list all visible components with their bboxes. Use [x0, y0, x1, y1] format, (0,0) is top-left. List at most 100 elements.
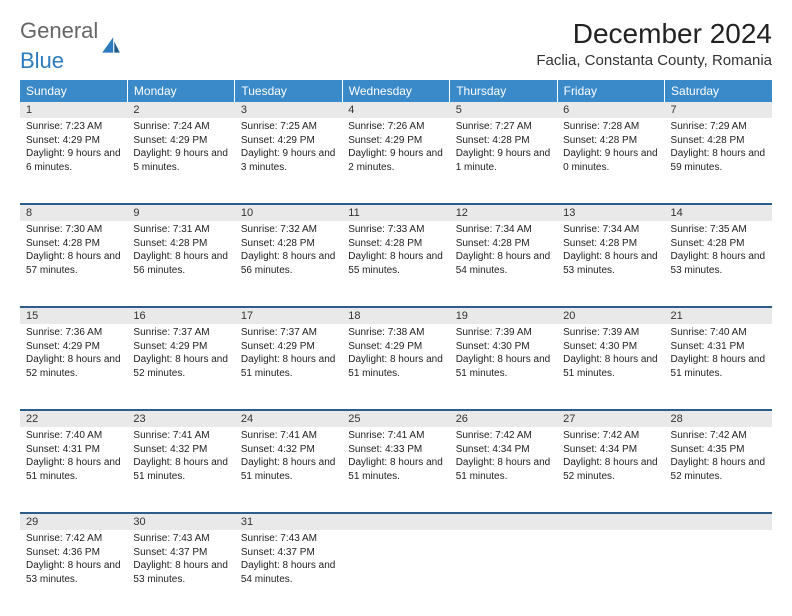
day-cell: Sunrise: 7:31 AMSunset: 4:28 PMDaylight:…: [127, 221, 234, 307]
sunset-text: Sunset: 4:34 PM: [563, 443, 658, 457]
day-cell: Sunrise: 7:25 AMSunset: 4:29 PMDaylight:…: [235, 118, 342, 204]
sunrise-text: Sunrise: 7:24 AM: [133, 120, 228, 134]
day-cell: Sunrise: 7:39 AMSunset: 4:30 PMDaylight:…: [557, 324, 664, 410]
daylight-text: Daylight: 8 hours and 51 minutes.: [241, 353, 336, 380]
sunset-text: Sunset: 4:29 PM: [348, 134, 443, 148]
sunset-text: Sunset: 4:28 PM: [563, 237, 658, 251]
sunset-text: Sunset: 4:35 PM: [671, 443, 766, 457]
day-number: 18: [342, 307, 449, 324]
day-cell: Sunrise: 7:29 AMSunset: 4:28 PMDaylight:…: [665, 118, 772, 204]
sunset-text: Sunset: 4:29 PM: [26, 134, 121, 148]
day-number: 31: [235, 513, 342, 530]
day-number: 6: [557, 102, 664, 118]
sunset-text: Sunset: 4:28 PM: [671, 237, 766, 251]
day-cell: Sunrise: 7:42 AMSunset: 4:34 PMDaylight:…: [450, 427, 557, 513]
sunrise-text: Sunrise: 7:41 AM: [133, 429, 228, 443]
sunset-text: Sunset: 4:37 PM: [133, 546, 228, 560]
daylight-text: Daylight: 8 hours and 51 minutes.: [671, 353, 766, 380]
day-number: 10: [235, 204, 342, 221]
day-cell: Sunrise: 7:26 AMSunset: 4:29 PMDaylight:…: [342, 118, 449, 204]
sunset-text: Sunset: 4:36 PM: [26, 546, 121, 560]
daylight-text: Daylight: 8 hours and 51 minutes.: [456, 353, 551, 380]
sunset-text: Sunset: 4:28 PM: [456, 134, 551, 148]
daylight-text: Daylight: 8 hours and 51 minutes.: [26, 456, 121, 483]
daylight-text: Daylight: 9 hours and 2 minutes.: [348, 147, 443, 174]
daylight-text: Daylight: 9 hours and 1 minute.: [456, 147, 551, 174]
daylight-text: Daylight: 8 hours and 51 minutes.: [348, 353, 443, 380]
daylight-text: Daylight: 8 hours and 52 minutes.: [133, 353, 228, 380]
location-text: Faclia, Constanta County, Romania: [536, 52, 772, 69]
day-cell: Sunrise: 7:42 AMSunset: 4:35 PMDaylight:…: [665, 427, 772, 513]
daylight-text: Daylight: 8 hours and 52 minutes.: [671, 456, 766, 483]
sunset-text: Sunset: 4:28 PM: [348, 237, 443, 251]
sunset-text: Sunset: 4:29 PM: [241, 134, 336, 148]
day-cell: Sunrise: 7:38 AMSunset: 4:29 PMDaylight:…: [342, 324, 449, 410]
day-number: 24: [235, 410, 342, 427]
sunrise-text: Sunrise: 7:40 AM: [26, 429, 121, 443]
day-content-row: Sunrise: 7:40 AMSunset: 4:31 PMDaylight:…: [20, 427, 772, 513]
brand-part1: General: [20, 18, 98, 43]
daylight-text: Daylight: 8 hours and 51 minutes.: [563, 353, 658, 380]
day-cell: Sunrise: 7:40 AMSunset: 4:31 PMDaylight:…: [20, 427, 127, 513]
sunset-text: Sunset: 4:32 PM: [241, 443, 336, 457]
day-number-row: 15161718192021: [20, 307, 772, 324]
day-number: 27: [557, 410, 664, 427]
sunrise-text: Sunrise: 7:31 AM: [133, 223, 228, 237]
sunrise-text: Sunrise: 7:42 AM: [456, 429, 551, 443]
day-cell: [342, 530, 449, 616]
day-number: 3: [235, 102, 342, 118]
sunrise-text: Sunrise: 7:40 AM: [671, 326, 766, 340]
day-number: [665, 513, 772, 530]
day-cell: Sunrise: 7:37 AMSunset: 4:29 PMDaylight:…: [235, 324, 342, 410]
sunset-text: Sunset: 4:29 PM: [133, 134, 228, 148]
day-number: 8: [20, 204, 127, 221]
sunset-text: Sunset: 4:28 PM: [26, 237, 121, 251]
day-number: 17: [235, 307, 342, 324]
sunset-text: Sunset: 4:28 PM: [133, 237, 228, 251]
day-cell: Sunrise: 7:41 AMSunset: 4:32 PMDaylight:…: [127, 427, 234, 513]
sunrise-text: Sunrise: 7:32 AM: [241, 223, 336, 237]
day-number: 12: [450, 204, 557, 221]
day-cell: [665, 530, 772, 616]
day-number: 11: [342, 204, 449, 221]
daylight-text: Daylight: 8 hours and 56 minutes.: [133, 250, 228, 277]
brand-logo: General Blue: [20, 18, 122, 74]
day-cell: Sunrise: 7:36 AMSunset: 4:29 PMDaylight:…: [20, 324, 127, 410]
daylight-text: Daylight: 9 hours and 6 minutes.: [26, 147, 121, 174]
day-cell: Sunrise: 7:42 AMSunset: 4:34 PMDaylight:…: [557, 427, 664, 513]
logo-sail-icon: [100, 35, 122, 57]
sunrise-text: Sunrise: 7:42 AM: [563, 429, 658, 443]
day-cell: Sunrise: 7:24 AMSunset: 4:29 PMDaylight:…: [127, 118, 234, 204]
brand-part2: Blue: [20, 48, 64, 74]
sunrise-text: Sunrise: 7:33 AM: [348, 223, 443, 237]
header: General Blue December 2024 Faclia, Const…: [20, 18, 772, 74]
daylight-text: Daylight: 8 hours and 59 minutes.: [671, 147, 766, 174]
sunrise-text: Sunrise: 7:34 AM: [563, 223, 658, 237]
weekday-header: Monday: [127, 80, 234, 102]
weekday-header: Wednesday: [342, 80, 449, 102]
weekday-header: Friday: [557, 80, 664, 102]
day-cell: Sunrise: 7:34 AMSunset: 4:28 PMDaylight:…: [557, 221, 664, 307]
daylight-text: Daylight: 8 hours and 52 minutes.: [563, 456, 658, 483]
sunset-text: Sunset: 4:32 PM: [133, 443, 228, 457]
daylight-text: Daylight: 9 hours and 0 minutes.: [563, 147, 658, 174]
sunrise-text: Sunrise: 7:38 AM: [348, 326, 443, 340]
day-cell: Sunrise: 7:40 AMSunset: 4:31 PMDaylight:…: [665, 324, 772, 410]
month-title: December 2024: [536, 18, 772, 50]
daylight-text: Daylight: 8 hours and 51 minutes.: [133, 456, 228, 483]
weekday-header: Thursday: [450, 80, 557, 102]
daylight-text: Daylight: 8 hours and 51 minutes.: [348, 456, 443, 483]
day-number: 23: [127, 410, 234, 427]
day-number: 2: [127, 102, 234, 118]
sunrise-text: Sunrise: 7:23 AM: [26, 120, 121, 134]
day-number-row: 891011121314: [20, 204, 772, 221]
sunrise-text: Sunrise: 7:42 AM: [26, 532, 121, 546]
day-number: 20: [557, 307, 664, 324]
day-cell: Sunrise: 7:42 AMSunset: 4:36 PMDaylight:…: [20, 530, 127, 616]
sunset-text: Sunset: 4:29 PM: [241, 340, 336, 354]
day-number: 28: [665, 410, 772, 427]
sunrise-text: Sunrise: 7:29 AM: [671, 120, 766, 134]
day-cell: Sunrise: 7:41 AMSunset: 4:32 PMDaylight:…: [235, 427, 342, 513]
day-number: [342, 513, 449, 530]
calendar-table: Sunday Monday Tuesday Wednesday Thursday…: [20, 80, 772, 616]
